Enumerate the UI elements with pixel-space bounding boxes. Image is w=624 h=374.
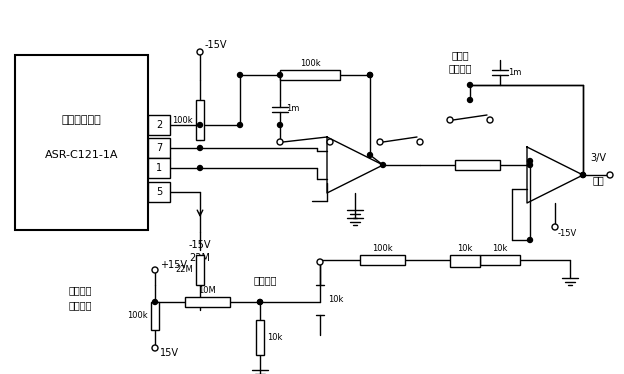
Circle shape bbox=[152, 267, 158, 273]
Bar bbox=[185, 297, 230, 307]
Circle shape bbox=[447, 117, 453, 123]
Bar bbox=[480, 255, 520, 265]
Text: -15V: -15V bbox=[188, 240, 212, 250]
Text: 10k: 10k bbox=[492, 244, 508, 253]
Text: -15V: -15V bbox=[558, 229, 577, 237]
Text: ASR-C121-1A: ASR-C121-1A bbox=[45, 150, 119, 160]
Circle shape bbox=[238, 73, 243, 77]
Text: 22M: 22M bbox=[190, 253, 210, 263]
Text: 1m: 1m bbox=[286, 104, 300, 113]
Text: 22M: 22M bbox=[175, 266, 193, 275]
Bar bbox=[148, 158, 170, 178]
Bar bbox=[455, 160, 500, 170]
Circle shape bbox=[580, 172, 585, 178]
Text: 100k: 100k bbox=[300, 59, 320, 68]
Circle shape bbox=[580, 172, 585, 178]
Circle shape bbox=[198, 145, 203, 150]
Text: 设定清零: 设定清零 bbox=[448, 63, 472, 73]
Circle shape bbox=[152, 345, 158, 351]
Text: 10k: 10k bbox=[328, 295, 343, 304]
Circle shape bbox=[381, 162, 386, 168]
Circle shape bbox=[317, 259, 323, 265]
Text: 初始值: 初始值 bbox=[451, 50, 469, 60]
Circle shape bbox=[197, 49, 203, 55]
Text: 7: 7 bbox=[156, 143, 162, 153]
Circle shape bbox=[368, 73, 373, 77]
Bar bbox=[256, 320, 264, 355]
Circle shape bbox=[368, 153, 373, 157]
Circle shape bbox=[377, 139, 383, 145]
Text: 1m: 1m bbox=[508, 67, 522, 77]
Text: 输出: 输出 bbox=[592, 175, 604, 185]
Circle shape bbox=[552, 224, 558, 230]
Text: 2: 2 bbox=[156, 120, 162, 130]
Circle shape bbox=[278, 123, 283, 128]
Circle shape bbox=[368, 73, 373, 77]
Circle shape bbox=[198, 166, 203, 171]
Circle shape bbox=[417, 139, 423, 145]
Circle shape bbox=[607, 172, 613, 178]
Text: 100k: 100k bbox=[172, 116, 193, 125]
Circle shape bbox=[152, 300, 157, 304]
Circle shape bbox=[467, 83, 472, 88]
Text: 10k: 10k bbox=[267, 332, 283, 341]
Text: 100k: 100k bbox=[127, 310, 148, 319]
Circle shape bbox=[487, 117, 493, 123]
Circle shape bbox=[527, 162, 532, 168]
Text: 角速度传感器: 角速度传感器 bbox=[62, 115, 101, 125]
Circle shape bbox=[258, 300, 263, 304]
Circle shape bbox=[198, 123, 203, 128]
Text: 1: 1 bbox=[156, 163, 162, 173]
Bar bbox=[196, 100, 204, 140]
Bar bbox=[280, 70, 340, 80]
Circle shape bbox=[467, 98, 472, 102]
Bar bbox=[151, 302, 159, 330]
Bar bbox=[148, 115, 170, 135]
Bar bbox=[196, 255, 204, 285]
Text: 补偿调节: 补偿调节 bbox=[68, 300, 92, 310]
Circle shape bbox=[527, 159, 532, 163]
Text: 泄漏阻抗: 泄漏阻抗 bbox=[68, 285, 92, 295]
Circle shape bbox=[277, 139, 283, 145]
Text: 5: 5 bbox=[156, 187, 162, 197]
Bar bbox=[15, 55, 148, 230]
Circle shape bbox=[327, 139, 333, 145]
Text: 10M: 10M bbox=[198, 286, 216, 295]
Text: 10k: 10k bbox=[457, 244, 473, 253]
Text: 100k: 100k bbox=[372, 244, 392, 253]
Bar bbox=[148, 138, 170, 158]
Text: 失调调节: 失调调节 bbox=[253, 275, 277, 285]
Text: +15V: +15V bbox=[160, 260, 187, 270]
Circle shape bbox=[238, 123, 243, 128]
Text: 1.0M: 1.0M bbox=[467, 164, 487, 173]
Bar bbox=[360, 255, 405, 265]
Text: 15V: 15V bbox=[160, 348, 179, 358]
Circle shape bbox=[278, 73, 283, 77]
Text: 3/V: 3/V bbox=[590, 153, 606, 163]
Circle shape bbox=[258, 300, 263, 304]
Bar bbox=[450, 255, 480, 267]
Text: -15V: -15V bbox=[205, 40, 228, 50]
Circle shape bbox=[527, 237, 532, 242]
Bar bbox=[148, 182, 170, 202]
